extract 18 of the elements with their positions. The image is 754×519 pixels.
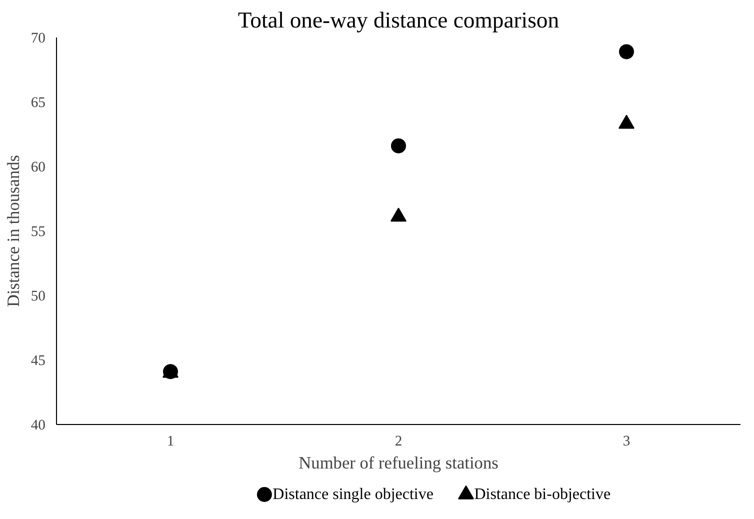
x-tick-label: 3 bbox=[622, 434, 630, 450]
y-tick-label: 60 bbox=[30, 160, 46, 176]
point bbox=[390, 208, 406, 222]
chart-title: Total one-way distance comparison bbox=[238, 8, 560, 32]
point bbox=[619, 44, 634, 60]
x-tick-label: 1 bbox=[166, 434, 174, 450]
y-tick-label: 45 bbox=[30, 353, 46, 369]
y-tick-label: 70 bbox=[30, 30, 46, 46]
y-tick-label: 40 bbox=[30, 418, 46, 434]
y-tick-label: 55 bbox=[30, 224, 46, 240]
legend-label: Distance bi-objective bbox=[474, 486, 611, 503]
point bbox=[391, 138, 406, 154]
y-axis-title: Distance in thousands bbox=[4, 154, 23, 308]
legend-label: Distance single objective bbox=[272, 486, 434, 503]
y-tick-label: 50 bbox=[30, 288, 46, 304]
x-tick-label: 2 bbox=[394, 434, 402, 450]
x-axis-title: Number of refueling stations bbox=[298, 454, 499, 472]
y-tick-label: 65 bbox=[30, 95, 46, 111]
